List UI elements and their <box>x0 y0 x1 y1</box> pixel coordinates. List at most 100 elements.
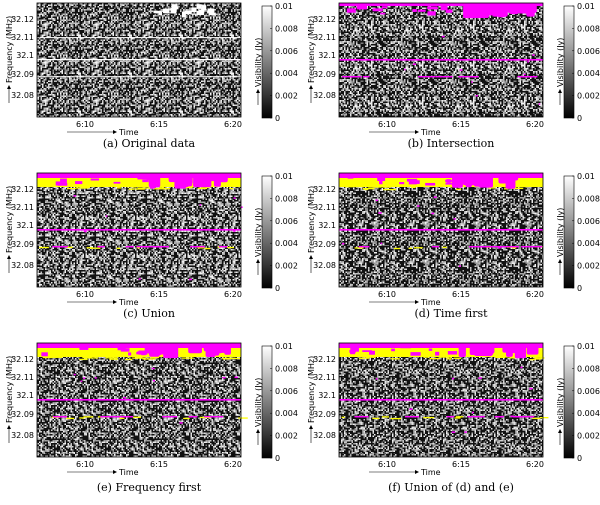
colorbar-label: Visibility (Jy) <box>254 38 263 87</box>
extra-flag-segment <box>136 247 140 249</box>
flag-blob <box>498 173 510 184</box>
flag-blob <box>399 182 405 185</box>
rfi-blotch <box>181 11 186 18</box>
rfi-blotch <box>171 4 178 10</box>
colorbar-tick-label: 0.008 <box>577 194 600 203</box>
flag-dot <box>94 377 97 379</box>
flag-segment <box>97 246 105 248</box>
y-tick-label: 32.12 <box>313 15 336 24</box>
extra-flag-segment <box>364 188 369 191</box>
extra-flag-segment <box>497 185 505 187</box>
colorbar-tick-label: 0.004 <box>577 69 600 78</box>
y-tick-label: 32.12 <box>11 15 34 24</box>
colorbar <box>261 175 273 289</box>
colorbar-tick-label: 0 <box>275 284 280 293</box>
colorbar-tick-label: 0 <box>577 454 582 463</box>
flag-segment <box>341 76 355 78</box>
x-axis-label: Time <box>420 468 441 477</box>
flag-blob <box>149 173 156 189</box>
rfi-blotch <box>207 8 215 13</box>
flag-segment <box>161 416 170 418</box>
flag-blob <box>452 173 463 188</box>
flag-dot <box>375 199 378 201</box>
x-axis-label: Time <box>118 298 139 307</box>
flag-segment <box>349 76 362 78</box>
extra-flag-segment <box>428 185 441 187</box>
extra-flag-segment <box>42 356 53 359</box>
flag-blob <box>381 6 388 9</box>
x-tick-label: 6:20 <box>224 120 242 129</box>
flag-dot <box>233 230 236 232</box>
extra-flag-segment <box>360 357 370 359</box>
flag-dot <box>234 376 238 379</box>
extra-flag-segment <box>358 357 364 359</box>
y-tick-label: 32.1 <box>318 221 336 230</box>
flag-dot <box>73 373 76 376</box>
y-tick-label: 32.09 <box>313 410 336 419</box>
colorbar-tick-label: 0.006 <box>577 217 600 226</box>
extra-flag-segment <box>84 357 99 359</box>
flag-segment <box>136 246 150 248</box>
flag-blob <box>425 182 436 186</box>
y-tick-label: 32.12 <box>313 185 336 194</box>
extra-flag-segment <box>530 356 543 358</box>
flag-dot <box>199 204 202 206</box>
flag-dot <box>475 95 478 97</box>
extra-flag-segment <box>135 188 145 190</box>
flag-segment <box>204 416 224 418</box>
extra-flag-segment <box>390 358 400 360</box>
y-tick-label: 32.11 <box>11 33 34 42</box>
extra-flag-segment <box>413 247 423 249</box>
flag-blob <box>458 343 466 357</box>
flag-blob <box>526 3 535 17</box>
flag-blob <box>188 343 202 354</box>
flag-segment <box>512 416 526 418</box>
flag-segment <box>52 246 66 248</box>
extra-flag-segment <box>180 186 193 189</box>
flag-dot <box>404 68 406 71</box>
extra-flag-segment <box>94 185 102 187</box>
x-axis-label: Time <box>420 128 441 137</box>
extra-flag-segment <box>229 187 234 190</box>
flag-blob <box>213 173 221 187</box>
y-tick-label: 32.12 <box>11 355 34 364</box>
extra-flag-segment <box>81 186 91 188</box>
y-tick-label: 32.1 <box>16 391 34 400</box>
flag-blob <box>174 173 187 189</box>
flag-blob <box>158 343 169 355</box>
flag-segment <box>153 246 170 248</box>
y-tick-label: 32.08 <box>11 261 34 270</box>
flag-blob <box>445 179 452 183</box>
extra-flag-segment <box>446 358 452 360</box>
y-axis-label: Frequency (MHz) <box>307 16 316 83</box>
flag-dot <box>152 380 155 382</box>
flag-dot <box>520 366 523 369</box>
flag-blob <box>445 9 453 13</box>
spectrogram-chart: 32.12 32.11 32.1 32.09 32.08 6:10 6:15 6:20 Time… <box>5 2 298 137</box>
extra-flag-segment <box>390 417 402 420</box>
rfi-streak <box>37 76 241 78</box>
extra-flag-segment <box>105 357 118 359</box>
extra-flag-segment <box>529 358 535 361</box>
flag-blob <box>350 347 359 352</box>
flag-blob <box>377 176 386 182</box>
colorbar-label: Visibility (Jy) <box>556 208 565 257</box>
y-tick-label: 32.08 <box>313 91 336 100</box>
y-tick-label: 32.11 <box>313 33 336 42</box>
flag-blob <box>90 178 100 181</box>
extra-flag-segment <box>456 188 462 191</box>
flag-segment <box>169 416 178 418</box>
flag-blob <box>372 8 383 12</box>
extra-flag-segment <box>344 186 354 188</box>
extra-flag-segment <box>204 247 211 250</box>
flag-blob <box>445 182 456 185</box>
flag-dot <box>73 195 77 197</box>
y-tick-label: 32.09 <box>11 410 34 419</box>
extra-flag-segment <box>539 417 549 419</box>
rfi-blotch <box>153 10 162 14</box>
flag-blob <box>137 351 143 353</box>
x-tick-label: 6:15 <box>150 290 168 299</box>
panel-5: 32.12 32.11 32.1 32.09 32.08 6:10 6:15 6:20 Time… <box>302 340 600 505</box>
x-tick-label: 6:20 <box>224 290 242 299</box>
colorbar-tick-label: 0.008 <box>577 364 600 373</box>
